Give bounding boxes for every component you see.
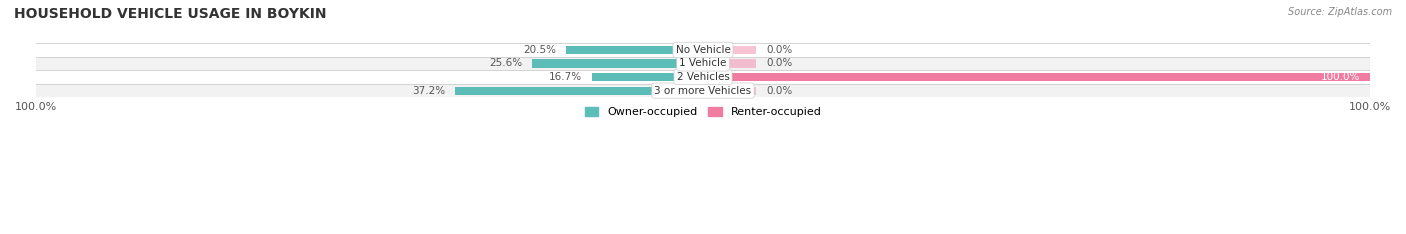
Bar — [37, 57, 1369, 70]
Text: 100.0%: 100.0% — [1320, 72, 1360, 82]
Text: HOUSEHOLD VEHICLE USAGE IN BOYKIN: HOUSEHOLD VEHICLE USAGE IN BOYKIN — [14, 7, 326, 21]
Text: 20.5%: 20.5% — [523, 45, 557, 55]
Text: 0.0%: 0.0% — [766, 58, 793, 68]
Bar — [37, 70, 1369, 84]
Bar — [37, 84, 1369, 97]
Text: 37.2%: 37.2% — [412, 86, 444, 96]
Bar — [533, 59, 703, 68]
Bar — [37, 43, 1369, 57]
Bar — [703, 73, 1369, 81]
Text: No Vehicle: No Vehicle — [675, 45, 731, 55]
Bar — [703, 46, 756, 54]
Text: 25.6%: 25.6% — [489, 58, 522, 68]
Bar — [567, 46, 703, 54]
Bar — [703, 87, 756, 95]
Text: 16.7%: 16.7% — [548, 72, 582, 82]
Legend: Owner-occupied, Renter-occupied: Owner-occupied, Renter-occupied — [581, 102, 825, 122]
Bar — [456, 87, 703, 95]
Text: 2 Vehicles: 2 Vehicles — [676, 72, 730, 82]
Text: 3 or more Vehicles: 3 or more Vehicles — [654, 86, 752, 96]
Text: 0.0%: 0.0% — [766, 86, 793, 96]
Bar — [703, 59, 756, 68]
Bar — [592, 73, 703, 81]
Text: Source: ZipAtlas.com: Source: ZipAtlas.com — [1288, 7, 1392, 17]
Text: 1 Vehicle: 1 Vehicle — [679, 58, 727, 68]
Text: 0.0%: 0.0% — [766, 45, 793, 55]
